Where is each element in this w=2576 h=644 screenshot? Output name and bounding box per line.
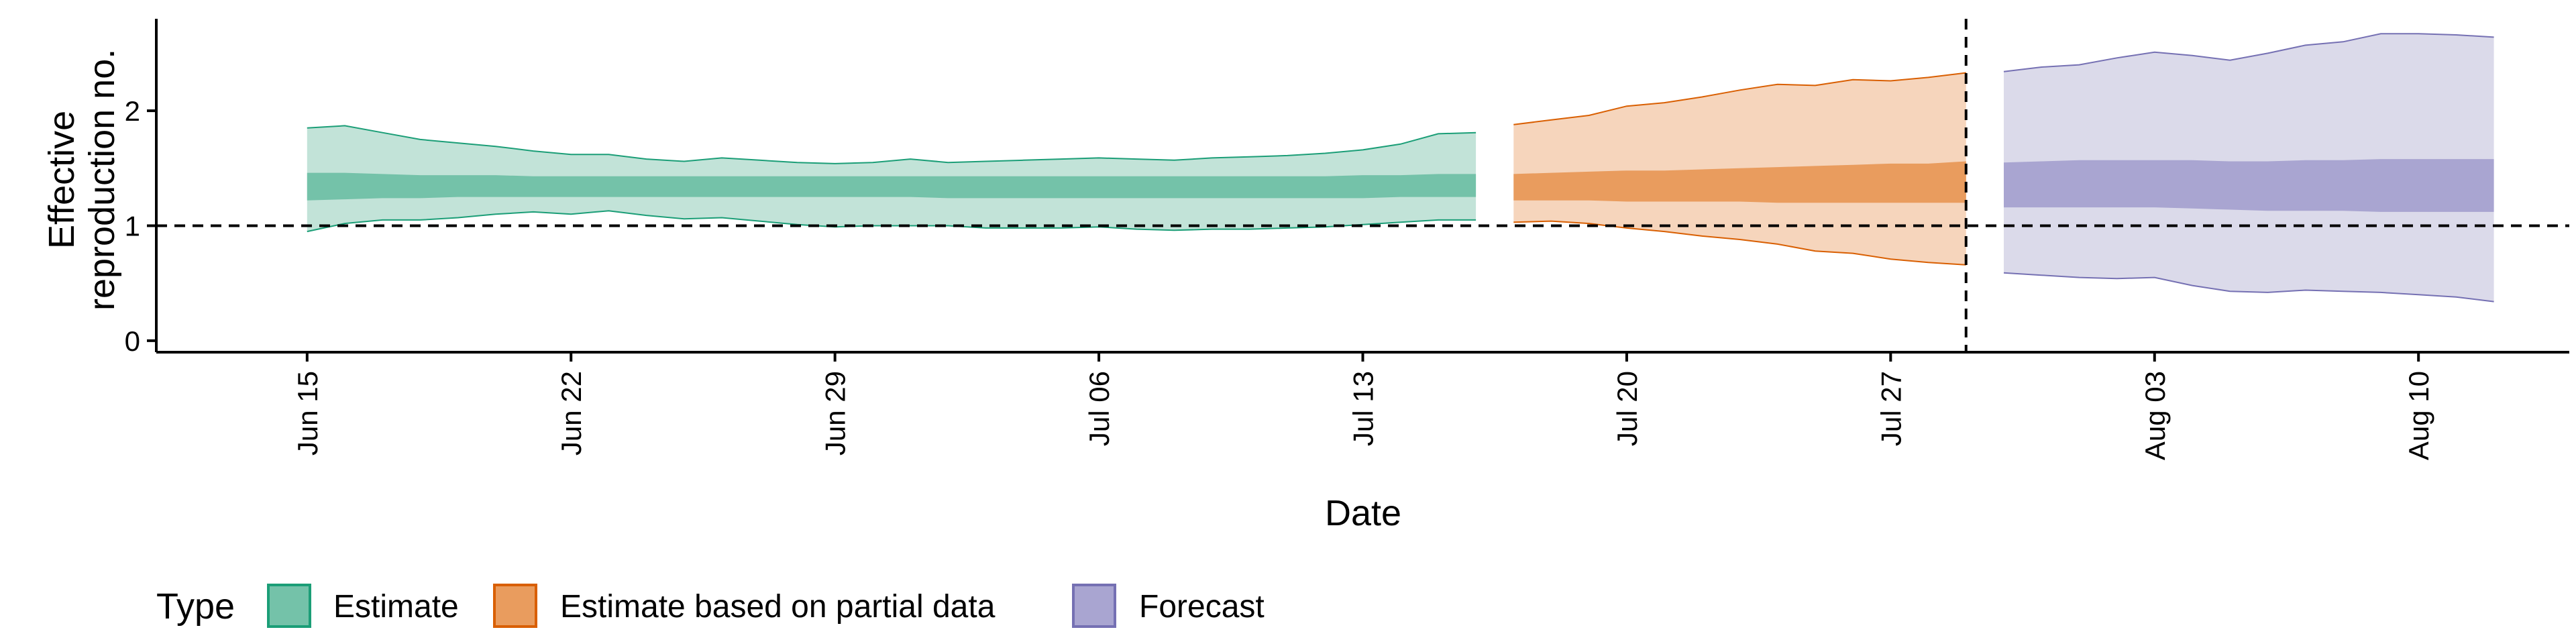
x-tick-label: Jul 27 bbox=[1875, 371, 1907, 446]
estimate-based-on-partial-data-upper-line bbox=[1513, 72, 1966, 125]
legend-label-estimate: Estimate bbox=[333, 589, 459, 625]
estimate-based-on-partial-data-lower-line bbox=[1513, 220, 1966, 266]
x-tick-label: Jun 22 bbox=[555, 371, 587, 455]
x-tick-label: Aug 03 bbox=[2139, 371, 2171, 460]
legend-item-estimate: Estimate bbox=[267, 584, 459, 628]
x-tick-label: Jul 20 bbox=[1611, 371, 1643, 446]
y-axis-title-line: reproduction no. bbox=[82, 49, 122, 311]
legend: Type Estimate Estimate based on partial da… bbox=[156, 584, 1265, 628]
reference-lines bbox=[156, 19, 2569, 352]
legend-key-estimate bbox=[267, 584, 311, 628]
legend-label-estimate-based-on-partial-data: Estimate based on partial data bbox=[560, 589, 996, 625]
x-tick-label: Jul 06 bbox=[1083, 371, 1115, 446]
y-axis-title-line: Effective bbox=[42, 111, 82, 249]
legend-label-forecast: Forecast bbox=[1139, 589, 1265, 625]
legend-title: Type bbox=[156, 586, 235, 627]
y-axis-title: Effective reproduction no. bbox=[42, 49, 122, 311]
x-axis-title: Date bbox=[1325, 493, 1401, 533]
estimate-based-on-partial-data-inner-band bbox=[1513, 161, 1966, 203]
axes: 0 1 2 Jun 15 Jun 22 Jun 29 Jul 06 Jul 13 Jul 20 J… bbox=[125, 19, 2569, 460]
x-tick-label: Jun 15 bbox=[292, 371, 323, 455]
legend-item-forecast: Forecast bbox=[1072, 584, 1265, 628]
forecast-upper-line bbox=[2003, 33, 2494, 72]
x-tick-label: Jun 29 bbox=[820, 371, 851, 455]
legend-item-estimate-based-on-partial-data: Estimate based on partial data bbox=[493, 584, 996, 628]
x-tick-label: Jul 13 bbox=[1348, 371, 1379, 446]
legend-key-forecast bbox=[1072, 584, 1116, 628]
x-tick-label: Aug 10 bbox=[2403, 371, 2434, 460]
y-tick-label: 2 bbox=[125, 95, 140, 127]
legend-key-estimate-based-on-partial-data bbox=[493, 584, 537, 628]
estimate-upper-line bbox=[307, 125, 1477, 164]
y-tick-label: 1 bbox=[125, 210, 140, 241]
y-tick-label: 0 bbox=[125, 325, 140, 357]
chart-bands bbox=[307, 33, 2494, 303]
forecast-inner-band bbox=[2004, 159, 2494, 212]
estimate-inner-band bbox=[307, 172, 1477, 201]
forecast-lower-line bbox=[2003, 272, 2494, 303]
